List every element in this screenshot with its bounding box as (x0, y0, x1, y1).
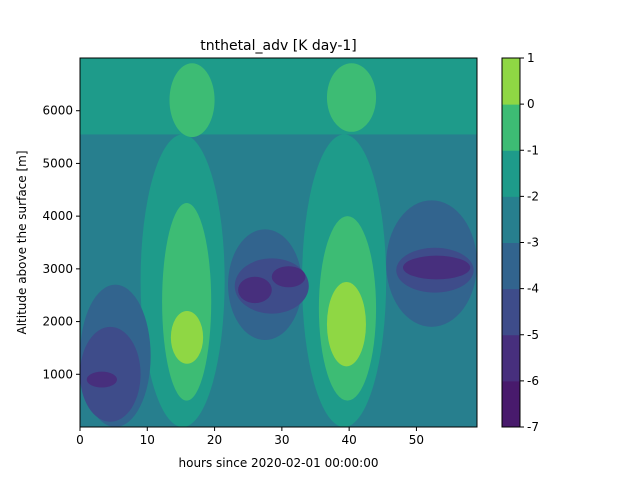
colorbar: -7 -6 -5 -4 -3 -2 -1 0 1 (501, 51, 539, 434)
x-tick-label: 30 (274, 433, 289, 447)
colorbar-segment (502, 242, 520, 290)
y-axis: 1000 2000 3000 4000 5000 6000 (42, 104, 80, 381)
colorbar-segment (502, 380, 520, 428)
x-tick-label: 50 (409, 433, 424, 447)
colorbar-tick-label: -1 (527, 143, 539, 157)
contour-region (170, 311, 204, 364)
colorbar-tick-label: 0 (527, 97, 535, 111)
contour-region (326, 282, 366, 367)
contour-region (80, 58, 477, 135)
x-tick-label: 10 (140, 433, 155, 447)
colorbar-tick-label: -2 (527, 189, 539, 203)
contour-region (162, 202, 212, 401)
colorbar-tick-label: -4 (527, 282, 539, 296)
contour-region (86, 371, 118, 388)
x-tick-label: 40 (342, 433, 357, 447)
colorbar-segment (502, 288, 520, 336)
colorbar-tick-label: -5 (527, 328, 539, 342)
colorbar-tick-label: 1 (527, 51, 535, 65)
contour-region (326, 63, 377, 132)
colorbar-tick-label: -6 (527, 374, 539, 388)
colorbar-segment (502, 58, 520, 105)
plot-area (80, 58, 477, 427)
plot-frame (79, 57, 478, 428)
y-axis-label: Altitude above the surface [m] (15, 150, 29, 334)
colorbar-segment (502, 196, 520, 243)
colorbar-segment (502, 150, 520, 197)
x-axis-label: hours since 2020-02-01 00:00:00 (179, 456, 379, 470)
y-tick-label: 6000 (42, 104, 73, 118)
chart-title: tnthetal_adv [K day-1] (200, 38, 357, 54)
x-axis: 0 10 20 30 40 50 (76, 427, 424, 447)
y-tick-label: 5000 (42, 156, 73, 170)
contour-region (169, 63, 215, 138)
contour-region (271, 266, 306, 288)
y-tick-label: 4000 (42, 209, 73, 223)
y-tick-label: 3000 (42, 262, 73, 276)
contour-region (402, 255, 471, 280)
colorbar-tick-label: -7 (527, 420, 539, 434)
colorbar-segment (502, 334, 520, 382)
colorbar-tick-label: -3 (527, 236, 539, 250)
colorbar-segment (502, 104, 520, 151)
contour-region (238, 276, 272, 304)
x-tick-label: 0 (76, 433, 84, 447)
x-tick-label: 20 (207, 433, 222, 447)
y-tick-label: 2000 (42, 315, 73, 329)
y-tick-label: 1000 (42, 367, 73, 381)
